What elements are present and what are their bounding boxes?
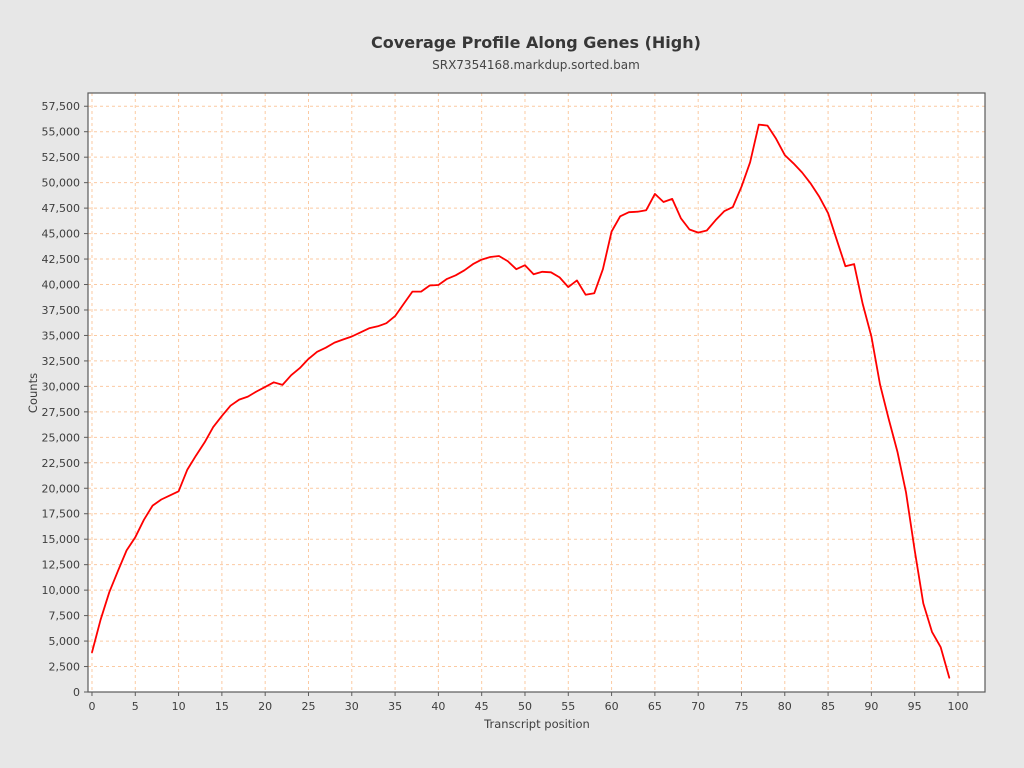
y-tick-label: 52,500 (42, 151, 81, 164)
series-line-coverage (91, 123, 951, 679)
y-tick-label: 12,500 (42, 559, 81, 572)
y-tick-label: 10,000 (42, 584, 81, 597)
x-tick-label: 35 (388, 700, 402, 713)
y-tick-label: 35,000 (42, 329, 81, 342)
chart-subtitle: SRX7354168.markdup.sorted.bam (432, 58, 640, 72)
y-tick-label: 42,500 (42, 253, 81, 266)
y-tick-label: 17,500 (42, 508, 81, 521)
y-tick-label: 22,500 (42, 457, 81, 470)
x-axis-title: Transcript position (483, 717, 590, 731)
y-tick-label: 2,500 (49, 661, 81, 674)
y-tick-label: 27,500 (42, 406, 81, 419)
y-tick-label: 45,000 (42, 228, 81, 241)
x-tick-label: 70 (691, 700, 705, 713)
x-tick-label: 95 (908, 700, 922, 713)
x-tick-label: 15 (215, 700, 229, 713)
chart-title: Coverage Profile Along Genes (High) (371, 33, 701, 52)
chart-generated-layer: 0 5 10 15 20 25 30 35 40 45 50 55 60 65 70 75 80 85 90 95 10… (42, 92, 986, 713)
x-tick-label: 50 (518, 700, 532, 713)
plot-area (88, 93, 985, 692)
y-tick-label: 15,000 (42, 533, 81, 546)
y-tick-label: 32,500 (42, 355, 81, 368)
y-tick-label: 20,000 (42, 482, 81, 495)
y-tick-label: 47,500 (42, 202, 81, 215)
y-axis-title: Counts (26, 373, 40, 413)
x-tick-label: 55 (561, 700, 575, 713)
y-tick-label: 30,000 (42, 380, 81, 393)
y-tick-label: 25,000 (42, 431, 81, 444)
x-tick-label: 25 (301, 700, 315, 713)
y-tick-label: 37,500 (42, 304, 81, 317)
x-tick-label: 60 (605, 700, 619, 713)
plot-border (87, 92, 986, 693)
y-tick-label: 0 (73, 686, 80, 699)
x-tick-label: 100 (947, 700, 968, 713)
x-tick-label: 20 (258, 700, 272, 713)
x-tick-label: 5 (132, 700, 139, 713)
y-tick-label: 50,000 (42, 177, 81, 190)
y-tick-label: 57,500 (42, 100, 81, 113)
x-tick-label: 75 (734, 700, 748, 713)
y-tick-label: 55,000 (42, 126, 81, 139)
y-tick-label: 40,000 (42, 279, 81, 292)
x-tick-label: 40 (431, 700, 445, 713)
x-tick-label: 45 (475, 700, 489, 713)
x-tick-label: 90 (864, 700, 878, 713)
x-tick-label: 65 (648, 700, 662, 713)
y-tick-label: 7,500 (49, 610, 81, 623)
x-tick-label: 0 (88, 700, 95, 713)
y-tick-label: 5,000 (49, 635, 81, 648)
x-tick-label: 10 (172, 700, 186, 713)
x-tick-label: 80 (778, 700, 792, 713)
x-tick-label: 30 (345, 700, 359, 713)
x-tick-label: 85 (821, 700, 835, 713)
